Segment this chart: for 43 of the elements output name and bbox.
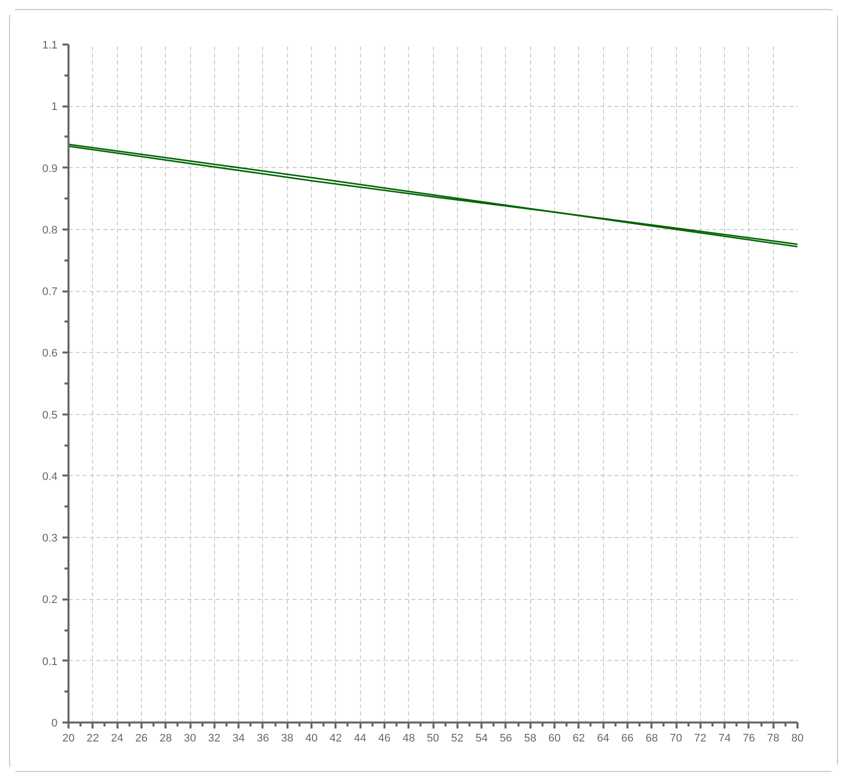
x-tick-label: 36	[256, 732, 270, 744]
x-tick-label: 80	[791, 732, 804, 744]
x-tick-label: 20	[62, 732, 75, 744]
x-tick-label: 66	[621, 732, 634, 744]
x-tick-label: 56	[500, 732, 512, 744]
y-tick-label: 0.7	[42, 286, 58, 298]
x-tick-label: 28	[160, 732, 172, 744]
x-tick-label: 58	[524, 732, 536, 744]
x-tick-label: 42	[330, 732, 342, 744]
x-tick-label: 60	[548, 732, 561, 744]
y-tick-label: 0.5	[42, 409, 58, 422]
y-tick-label: 0.8	[42, 224, 58, 236]
x-tick-label: 24	[110, 732, 124, 744]
x-tick-label: 74	[718, 732, 731, 744]
x-tick-label: 62	[572, 732, 585, 744]
x-tick-label: 76	[742, 732, 756, 744]
y-tick-label: 0.6	[42, 348, 58, 360]
x-tick-label: 44	[354, 732, 366, 744]
x-tick-label: 34	[232, 732, 245, 744]
y-tick-label: 0.1	[42, 656, 58, 668]
x-tick-label: 46	[378, 732, 391, 744]
y-tick-label: 0.4	[42, 470, 58, 483]
x-tick-label: 22	[86, 732, 99, 744]
y-tick-label: 0.2	[42, 594, 58, 606]
x-tick-label: 26	[135, 732, 148, 744]
x-tick-label: 30	[184, 732, 196, 744]
x-tick-label: 48	[402, 732, 415, 744]
y-tick-label: 0	[51, 718, 58, 730]
x-tick-label: 70	[670, 732, 682, 744]
y-tick-label: 0.3	[42, 532, 58, 545]
x-tick-label: 72	[694, 732, 706, 744]
x-tick-label: 52	[451, 732, 464, 744]
x-tick-label: 68	[646, 732, 658, 744]
y-tick-label: 1	[51, 101, 58, 114]
x-tick-label: 38	[281, 732, 294, 744]
x-tick-label: 78	[767, 732, 780, 744]
x-tick-label: 40	[305, 732, 318, 744]
x-tick-label: 54	[475, 732, 488, 744]
y-tick-label: 0.9	[42, 162, 58, 175]
x-tick-label: 32	[208, 732, 220, 744]
x-tick-label: 64	[596, 732, 610, 744]
x-tick-label: 50	[426, 732, 440, 744]
y-tick-label: 1.1	[42, 40, 58, 52]
